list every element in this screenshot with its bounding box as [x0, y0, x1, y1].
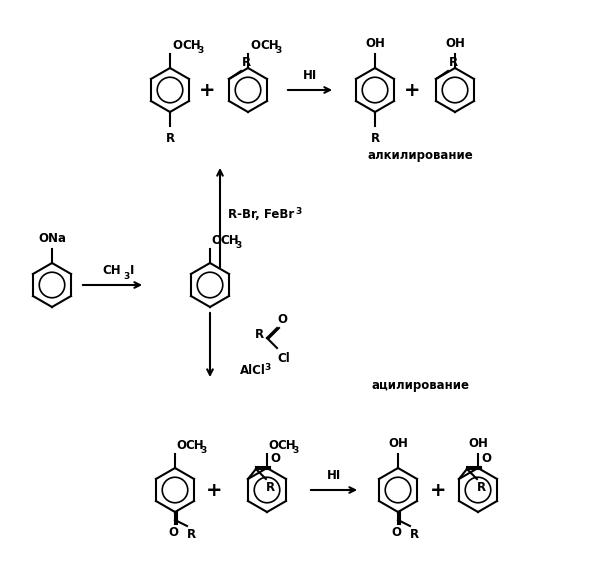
Text: OH: OH [445, 37, 465, 50]
Text: OH: OH [468, 437, 488, 450]
Text: CH: CH [277, 439, 295, 452]
Text: 3: 3 [123, 272, 129, 281]
Text: алкилирование: алкилирование [367, 149, 473, 161]
Text: R: R [187, 528, 196, 541]
Text: OH: OH [388, 437, 408, 450]
Text: O: O [176, 439, 186, 452]
Text: CH: CH [220, 234, 239, 247]
Text: Cl: Cl [277, 352, 290, 365]
Text: R: R [477, 481, 486, 494]
Text: O: O [168, 526, 178, 539]
Text: R: R [242, 56, 251, 69]
Text: ацилирование: ацилирование [371, 379, 469, 391]
Text: R: R [165, 132, 175, 145]
Text: 3: 3 [200, 446, 206, 455]
Text: +: + [430, 480, 446, 499]
Text: R-Br, FeBr: R-Br, FeBr [228, 209, 294, 221]
Text: O: O [172, 39, 182, 52]
Text: +: + [403, 80, 420, 99]
Text: O: O [250, 39, 260, 52]
Text: O: O [391, 526, 401, 539]
Text: I: I [130, 264, 134, 277]
Text: R: R [266, 481, 275, 494]
Text: O: O [481, 452, 491, 465]
Text: R: R [410, 528, 419, 541]
Text: HI: HI [327, 469, 341, 482]
Text: 3: 3 [197, 46, 204, 55]
Text: CH: CH [103, 264, 121, 277]
Text: R: R [255, 328, 264, 342]
Text: O: O [270, 452, 280, 465]
Text: 3: 3 [275, 46, 281, 55]
Text: 3: 3 [235, 241, 241, 250]
Text: CH: CH [185, 439, 204, 452]
Text: O: O [211, 234, 221, 247]
Text: HI: HI [303, 69, 317, 82]
Text: O: O [268, 439, 278, 452]
Text: R: R [370, 132, 379, 145]
Text: 3: 3 [264, 362, 270, 372]
Text: CH: CH [260, 39, 278, 52]
Text: ONa: ONa [38, 232, 66, 245]
Text: AlCl: AlCl [240, 364, 266, 376]
Text: 3: 3 [295, 208, 301, 217]
Text: +: + [199, 80, 215, 99]
Text: OH: OH [365, 37, 385, 50]
Text: O: O [277, 313, 287, 326]
Text: R: R [449, 56, 458, 69]
Text: CH: CH [182, 39, 201, 52]
Text: +: + [206, 480, 222, 499]
Text: 3: 3 [292, 446, 298, 455]
